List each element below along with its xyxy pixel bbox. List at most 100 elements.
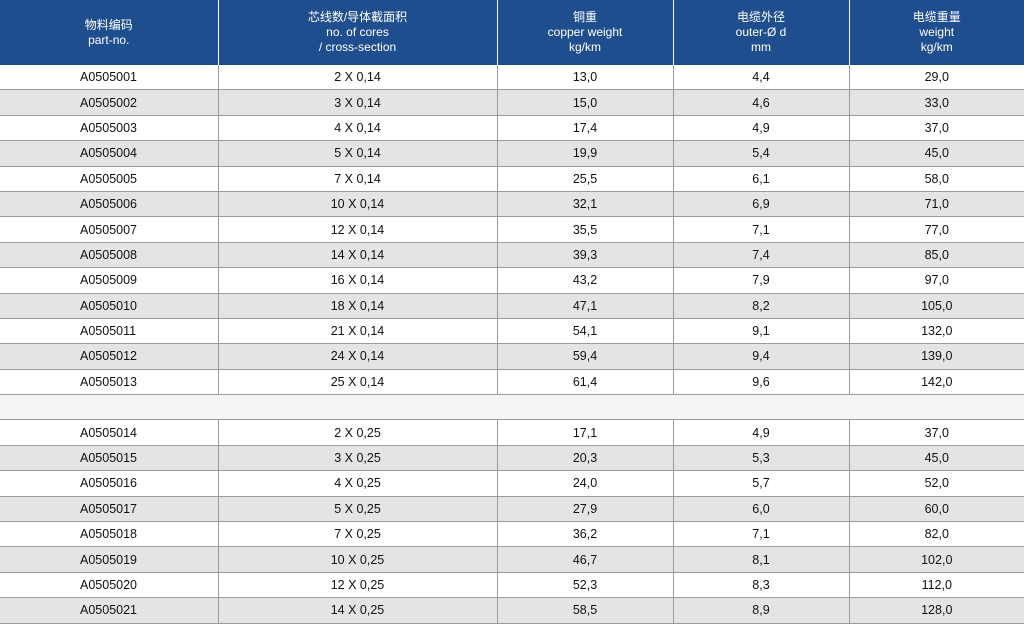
cell-part-no: A0505002	[0, 89, 219, 116]
cell-copper-weight: 19,9	[496, 140, 674, 167]
cell-outer-diameter: 9,6	[672, 369, 850, 396]
cell-cores: 2 X 0,25	[217, 419, 498, 446]
cell-outer-diameter: 8,2	[672, 293, 850, 319]
cell-weight: 71,0	[848, 191, 1024, 218]
cell-outer-diameter: 7,9	[672, 267, 850, 294]
cell-copper-weight: 32,1	[496, 191, 674, 218]
cell-outer-diameter: 4,9	[672, 115, 850, 142]
cell-weight: 139,0	[848, 343, 1024, 370]
cell-weight: 105,0	[848, 293, 1024, 319]
cell-outer-diameter: 5,4	[672, 140, 850, 167]
cell-outer-diameter: 4,9	[672, 419, 850, 446]
cell-weight: 58,0	[848, 166, 1024, 192]
cell-cores: 7 X 0,25	[217, 521, 498, 548]
cell-cores: 3 X 0,25	[217, 445, 498, 472]
separator-cell	[0, 394, 1024, 421]
cell-part-no: A0505015	[0, 445, 219, 472]
cell-part-no: A0505008	[0, 242, 219, 269]
cell-part-no: A0505018	[0, 521, 219, 548]
cell-weight: 37,0	[848, 115, 1024, 142]
table-row: A0505005 7 X 0,14 25,5 6,1 58,0	[0, 166, 1024, 192]
cell-cores: 25 X 0,14	[217, 369, 498, 396]
cell-weight: 60,0	[848, 496, 1024, 523]
cell-part-no: A0505003	[0, 115, 219, 142]
cell-copper-weight: 36,2	[496, 521, 674, 548]
cell-weight: 45,0	[848, 140, 1024, 167]
cell-copper-weight: 27,9	[496, 496, 674, 523]
cell-cores: 16 X 0,14	[217, 267, 498, 294]
table-row: A0505019 10 X 0,25 46,7 8,1 102,0	[0, 546, 1024, 573]
table-row: A0505003 4 X 0,14 17,4 4,9 37,0	[0, 115, 1024, 142]
table-row: A0505020 12 X 0,25 52,3 8,3 112,0	[0, 572, 1024, 599]
cell-cores: 18 X 0,14	[217, 293, 498, 319]
cell-part-no: A0505021	[0, 597, 219, 624]
cell-cores: 4 X 0,14	[217, 115, 498, 142]
cell-cores: 12 X 0,14	[217, 216, 498, 243]
table-row: A0505004 5 X 0,14 19,9 5,4 45,0	[0, 140, 1024, 167]
cell-outer-diameter: 7,1	[672, 521, 850, 548]
cell-part-no: A0505020	[0, 572, 219, 599]
cell-outer-diameter: 8,3	[672, 572, 850, 599]
table-row: A0505006 10 X 0,14 32,1 6,9 71,0	[0, 191, 1024, 218]
cell-outer-diameter: 5,3	[672, 445, 850, 472]
cell-part-no: A0505005	[0, 166, 219, 192]
cell-copper-weight: 25,5	[496, 166, 674, 192]
cell-cores: 14 X 0,14	[217, 242, 498, 269]
cell-weight: 37,0	[848, 419, 1024, 446]
table-row: A0505002 3 X 0,14 15,0 4,6 33,0	[0, 89, 1024, 116]
cell-cores: 10 X 0,14	[217, 191, 498, 218]
table-row: A0505011 21 X 0,14 54,1 9,1 132,0	[0, 318, 1024, 345]
cell-outer-diameter: 8,9	[672, 597, 850, 624]
table-row: A0505001 2 X 0,14 13,0 4,4 29,0	[0, 65, 1024, 91]
cell-copper-weight: 61,4	[496, 369, 674, 396]
cell-part-no: A0505010	[0, 293, 219, 319]
cell-cores: 21 X 0,14	[217, 318, 498, 345]
table-row: A0505010 18 X 0,14 47,1 8,2 105,0	[0, 293, 1024, 319]
header-weight: 电缆重量 weight kg/km	[849, 0, 1024, 65]
cell-copper-weight: 17,4	[496, 115, 674, 142]
cell-weight: 77,0	[848, 216, 1024, 243]
cell-cores: 7 X 0,14	[217, 166, 498, 192]
cell-part-no: A0505007	[0, 216, 219, 243]
cell-copper-weight: 43,2	[496, 267, 674, 294]
table-row: A0505013 25 X 0,14 61,4 9,6 142,0	[0, 369, 1024, 396]
cell-part-no: A0505013	[0, 369, 219, 396]
cell-weight: 128,0	[848, 597, 1024, 624]
cell-weight: 97,0	[848, 267, 1024, 294]
cell-weight: 29,0	[848, 65, 1024, 91]
cell-outer-diameter: 9,1	[672, 318, 850, 345]
header-cores: 芯线数/导体截面积 no. of cores / cross-section	[218, 0, 498, 65]
cell-cores: 24 X 0,14	[217, 343, 498, 370]
header-outer-diameter: 电缆外径 outer-Ø d mm	[673, 0, 850, 65]
cell-cores: 5 X 0,14	[217, 140, 498, 167]
cell-copper-weight: 13,0	[496, 65, 674, 91]
cell-weight: 132,0	[848, 318, 1024, 345]
cell-copper-weight: 52,3	[496, 572, 674, 599]
cell-weight: 112,0	[848, 572, 1024, 599]
table-row: A0505009 16 X 0,14 43,2 7,9 97,0	[0, 267, 1024, 294]
cell-outer-diameter: 6,0	[672, 496, 850, 523]
cell-part-no: A0505019	[0, 546, 219, 573]
table-row: A0505014 2 X 0,25 17,1 4,9 37,0	[0, 419, 1024, 446]
cell-weight: 142,0	[848, 369, 1024, 396]
cell-weight: 82,0	[848, 521, 1024, 548]
cell-outer-diameter: 4,4	[672, 65, 850, 91]
cell-part-no: A0505001	[0, 65, 219, 91]
cell-part-no: A0505011	[0, 318, 219, 345]
cell-outer-diameter: 7,1	[672, 216, 850, 243]
table-row: A0505015 3 X 0,25 20,3 5,3 45,0	[0, 445, 1024, 472]
cell-cores: 14 X 0,25	[217, 597, 498, 624]
header-copper-weight: 铜重 copper weight kg/km	[497, 0, 674, 65]
cell-cores: 4 X 0,25	[217, 470, 498, 497]
cell-weight: 102,0	[848, 546, 1024, 573]
cell-outer-diameter: 6,1	[672, 166, 850, 192]
cell-outer-diameter: 8,1	[672, 546, 850, 573]
cell-copper-weight: 59,4	[496, 343, 674, 370]
cell-copper-weight: 20,3	[496, 445, 674, 472]
cell-part-no: A0505009	[0, 267, 219, 294]
cell-cores: 12 X 0,25	[217, 572, 498, 599]
cell-cores: 5 X 0,25	[217, 496, 498, 523]
cell-cores: 3 X 0,14	[217, 89, 498, 116]
cell-copper-weight: 35,5	[496, 216, 674, 243]
